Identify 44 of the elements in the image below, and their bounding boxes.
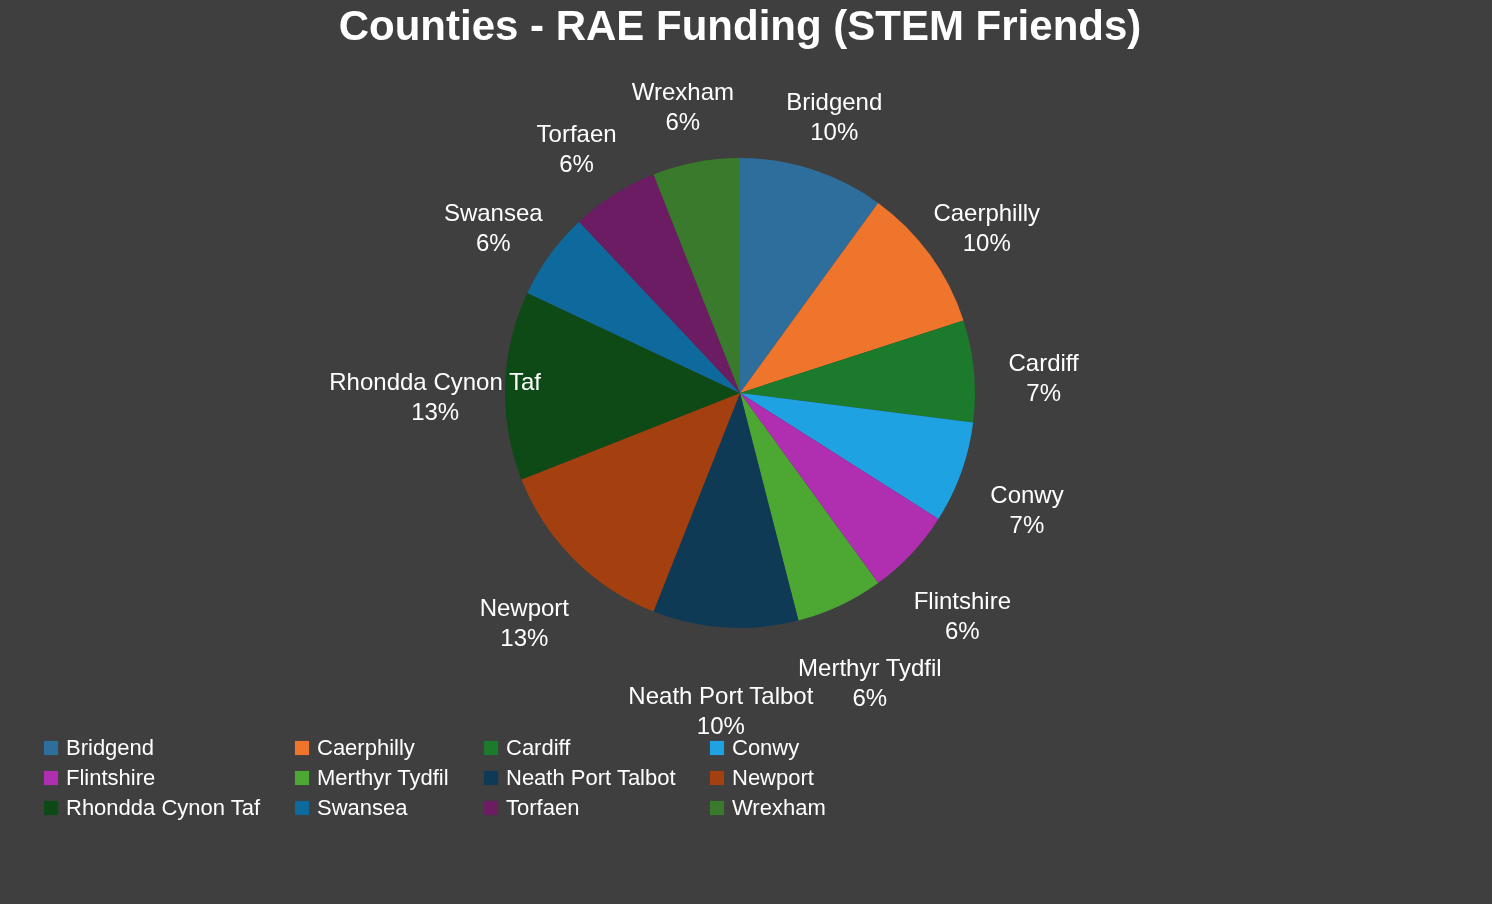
chart-title: Counties - RAE Funding (STEM Friends) <box>338 2 1142 49</box>
slice-label: Swansea <box>443 198 544 226</box>
slice-label: Bridgend <box>786 87 883 115</box>
slice-label: Torfaen <box>536 120 617 148</box>
data-label: 6% <box>475 228 511 256</box>
pie-slice <box>505 292 740 480</box>
data-label: 10% <box>962 228 1011 256</box>
slice-label: Wrexham <box>631 78 734 106</box>
slice-label: Conwy <box>990 481 1064 509</box>
data-label: 13% <box>411 398 460 426</box>
pie-slice <box>740 158 879 393</box>
legend-label: Newport <box>732 765 814 790</box>
legend-label: Wrexham <box>732 795 826 820</box>
legend-label: Torfaen <box>506 795 580 820</box>
slice-label: Cardiff <box>1008 349 1080 377</box>
legend-label: Merthyr Tydfil <box>317 765 449 790</box>
slice-label: Flintshire <box>913 586 1012 614</box>
pie-slice <box>579 174 740 393</box>
legend-label: Rhondda Cynon Taf <box>66 795 261 820</box>
legend-label: Neath Port Talbot <box>506 765 676 790</box>
slice-label: Newport <box>479 593 570 621</box>
legend-label: Flintshire <box>66 765 156 790</box>
pie-slice <box>740 393 974 519</box>
pie-slice <box>740 393 879 621</box>
pie-slice <box>740 320 975 423</box>
data-label: 7% <box>1009 511 1045 539</box>
pie-slice <box>653 393 799 628</box>
legend-label: Caerphilly <box>317 735 415 760</box>
data-label: 10% <box>810 117 859 145</box>
data-label: 6% <box>665 108 701 136</box>
slice-label: Caerphilly <box>933 198 1041 226</box>
legend-label: Cardiff <box>506 735 572 760</box>
slice-label: Neath Port Talbot <box>628 682 814 710</box>
data-label: 13% <box>500 623 549 651</box>
pie-slice <box>653 158 740 393</box>
data-label: 7% <box>1026 379 1061 407</box>
slice-label: Merthyr Tydfil <box>798 653 942 681</box>
legend-label: Bridgend <box>66 735 155 760</box>
legend-label: Swansea <box>317 795 409 820</box>
data-label: 6% <box>944 616 980 644</box>
slice-label: Rhondda Cynon Taf <box>329 368 542 396</box>
pie-slice <box>740 393 939 584</box>
data-label: 6% <box>559 150 594 178</box>
data-label: 6% <box>852 683 888 711</box>
